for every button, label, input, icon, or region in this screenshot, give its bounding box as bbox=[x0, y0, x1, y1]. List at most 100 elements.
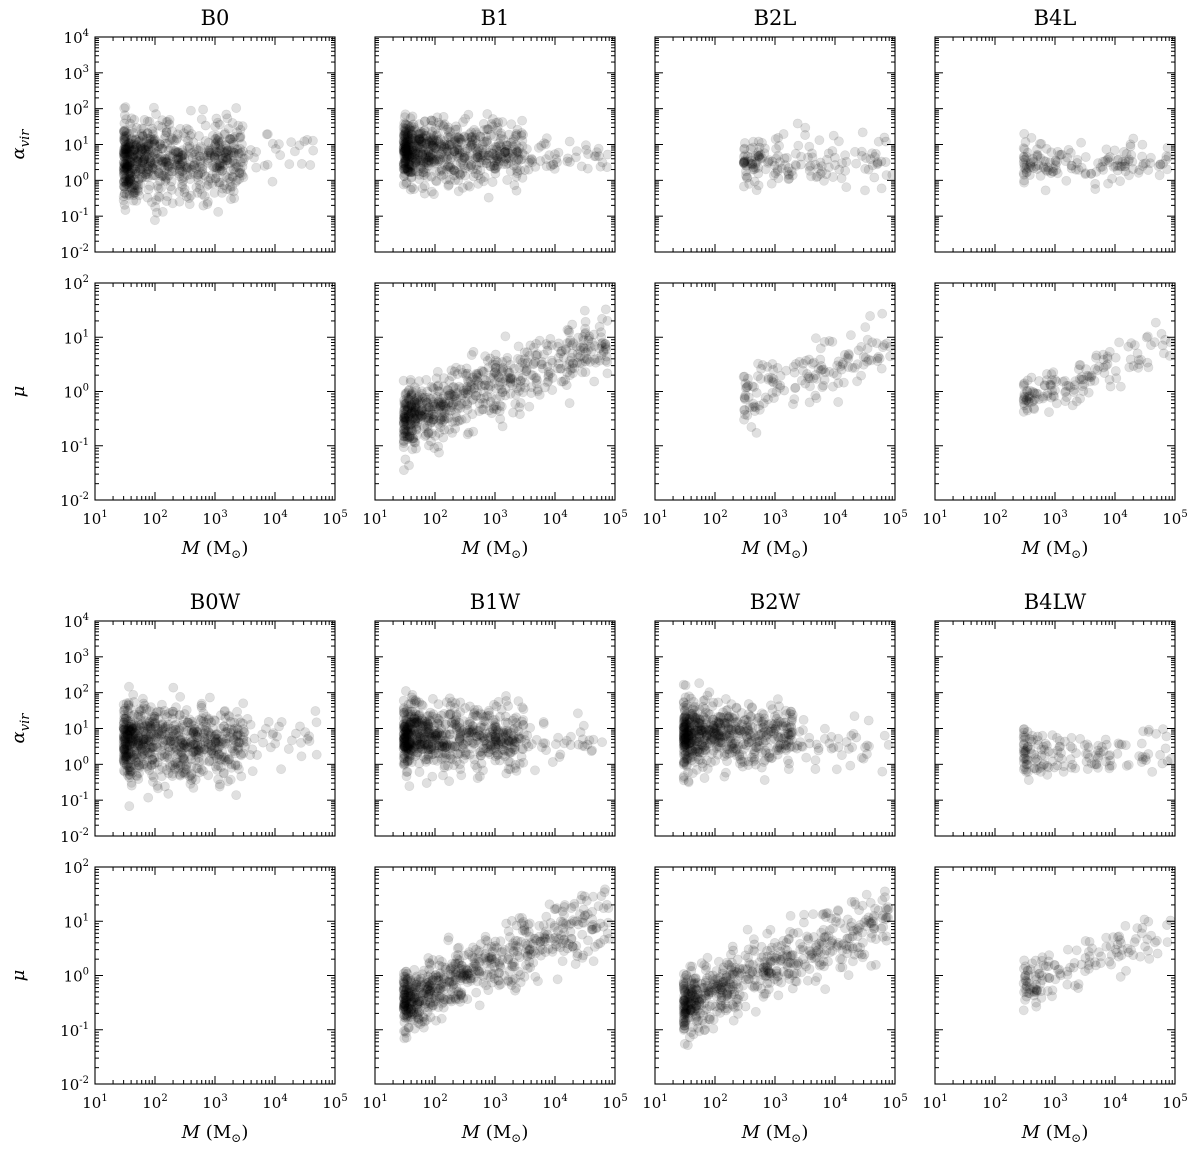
data-point bbox=[416, 136, 427, 147]
data-point bbox=[449, 165, 459, 175]
scatter-points bbox=[678, 678, 894, 788]
data-point bbox=[221, 109, 232, 120]
data-point bbox=[524, 157, 534, 168]
data-point bbox=[227, 181, 237, 192]
data-point bbox=[579, 305, 590, 316]
x-tick-label: 102 bbox=[142, 1093, 167, 1112]
data-point bbox=[166, 176, 177, 187]
data-point bbox=[119, 158, 130, 169]
data-point bbox=[202, 196, 213, 207]
data-point bbox=[564, 359, 575, 369]
data-point bbox=[171, 702, 181, 713]
x-tick-label: 102 bbox=[142, 509, 167, 528]
data-point bbox=[582, 739, 593, 750]
data-point bbox=[873, 351, 884, 362]
data-point bbox=[195, 168, 206, 179]
data-point bbox=[189, 146, 200, 157]
data-point bbox=[194, 184, 205, 195]
data-point bbox=[151, 195, 162, 206]
data-point bbox=[547, 944, 558, 954]
data-point bbox=[214, 137, 225, 148]
data-point bbox=[283, 744, 294, 754]
data-point bbox=[179, 187, 190, 198]
y-tick-label: 102 bbox=[64, 858, 89, 877]
data-point bbox=[480, 931, 491, 942]
y-axis-label: μ bbox=[8, 386, 29, 398]
data-point bbox=[753, 358, 763, 369]
data-point bbox=[209, 152, 220, 163]
data-point bbox=[228, 156, 239, 167]
data-point bbox=[416, 388, 427, 399]
data-point bbox=[770, 134, 781, 144]
data-point bbox=[127, 151, 138, 162]
data-point bbox=[1098, 156, 1108, 167]
data-point bbox=[136, 144, 147, 154]
data-point bbox=[811, 333, 821, 344]
data-point bbox=[173, 148, 184, 159]
data-point bbox=[1091, 350, 1102, 361]
data-point bbox=[217, 183, 228, 194]
data-point bbox=[154, 141, 165, 151]
data-point bbox=[1040, 185, 1051, 196]
data-point bbox=[438, 112, 449, 122]
data-point bbox=[496, 152, 507, 163]
data-point bbox=[501, 691, 511, 701]
data-point bbox=[120, 766, 130, 777]
data-point bbox=[783, 174, 794, 185]
data-point bbox=[308, 145, 319, 156]
data-point bbox=[179, 184, 190, 195]
data-point bbox=[207, 178, 218, 189]
data-point bbox=[251, 162, 262, 173]
data-point bbox=[1038, 391, 1048, 402]
data-point bbox=[586, 921, 597, 932]
data-point bbox=[1080, 169, 1091, 180]
data-point bbox=[451, 139, 462, 150]
data-point bbox=[214, 179, 225, 190]
data-point bbox=[222, 154, 233, 165]
data-point bbox=[138, 155, 149, 166]
y-tick-label: 104 bbox=[64, 28, 89, 47]
data-point bbox=[121, 130, 131, 141]
data-point bbox=[179, 764, 190, 774]
data-point bbox=[120, 102, 131, 112]
data-point bbox=[495, 414, 506, 424]
data-point bbox=[754, 404, 765, 415]
data-point bbox=[869, 172, 880, 183]
data-point bbox=[472, 387, 482, 398]
data-point bbox=[553, 338, 564, 349]
data-point bbox=[517, 716, 527, 727]
data-point bbox=[234, 132, 245, 143]
data-point bbox=[129, 135, 139, 146]
data-point bbox=[865, 154, 876, 164]
data-point bbox=[162, 163, 173, 174]
data-point bbox=[458, 754, 469, 764]
data-point bbox=[780, 160, 790, 170]
data-point bbox=[438, 373, 449, 383]
x-axis-label: M (M⊙) bbox=[181, 538, 249, 561]
data-point bbox=[417, 700, 428, 711]
data-point bbox=[142, 172, 153, 183]
data-point bbox=[209, 187, 220, 198]
data-point bbox=[128, 179, 139, 190]
data-point bbox=[190, 755, 201, 766]
y-tick-label: 10-2 bbox=[60, 827, 89, 846]
x-tick-label: 105 bbox=[322, 1093, 347, 1112]
panel-title: B0W bbox=[190, 590, 241, 614]
data-point bbox=[139, 158, 150, 169]
data-point bbox=[156, 155, 167, 166]
data-point bbox=[473, 953, 484, 964]
data-point bbox=[506, 916, 517, 926]
panel-title: B1W bbox=[470, 590, 521, 614]
data-point bbox=[585, 341, 596, 352]
data-point bbox=[188, 746, 199, 757]
data-point bbox=[576, 161, 587, 172]
data-point bbox=[262, 159, 273, 170]
data-point bbox=[119, 103, 130, 114]
data-point bbox=[229, 143, 240, 154]
data-point bbox=[1063, 144, 1074, 155]
y-tick-label: 103 bbox=[64, 648, 89, 667]
data-point bbox=[204, 692, 215, 703]
data-point bbox=[530, 971, 541, 982]
